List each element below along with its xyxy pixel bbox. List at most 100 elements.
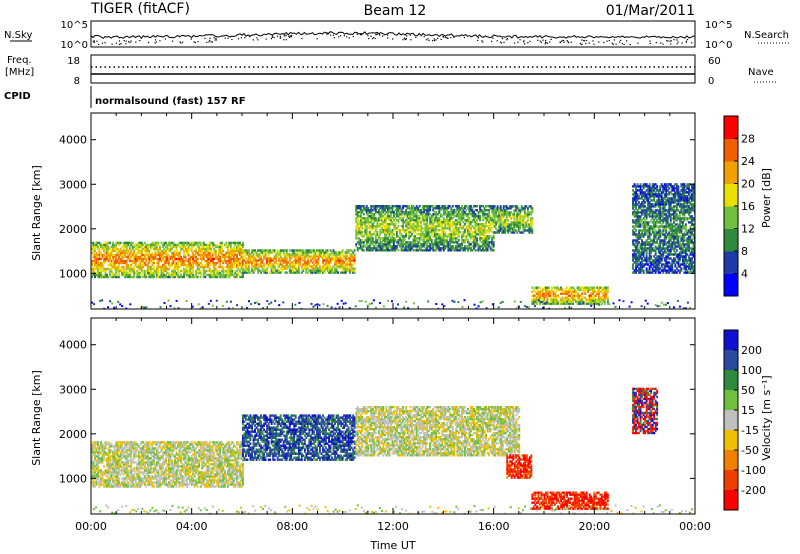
heatmap-cell-0 <box>130 243 133 247</box>
heatmap-cell-2 <box>380 221 383 224</box>
heatmap-cell-2 <box>420 249 423 252</box>
heatmap-cell-2 <box>365 239 368 242</box>
heatmap-cell-2 <box>405 249 407 252</box>
heatmap-cell-5 <box>650 225 653 228</box>
heatmap-cell-0 <box>181 263 184 267</box>
heatmap-cell-0 <box>196 245 199 249</box>
heatmap-cell-0 <box>103 275 105 279</box>
heatmap-cell-2 <box>415 249 418 252</box>
heatmap-cell-5 <box>653 265 656 268</box>
heatmap-cell-1 <box>338 265 341 268</box>
heatmap-cell-3 <box>495 227 498 230</box>
heatmap-cell-2 <box>403 247 406 250</box>
heatmap-cell-5 <box>639 217 642 220</box>
nave-label: Nave <box>748 67 774 78</box>
heatmap-cell-2 <box>356 211 359 214</box>
heatmap-cell-1 <box>300 271 303 274</box>
heatmap-cell-5 <box>636 249 639 252</box>
heatmap-cell-1 <box>255 267 258 270</box>
heatmap-cell-0 <box>152 243 155 247</box>
heatmap-cell-5 <box>636 263 639 266</box>
heatmap-cell-4 <box>597 286 600 289</box>
heatmap-cell-0 <box>151 255 154 259</box>
heatmap-cell-4 <box>531 300 534 303</box>
heatmap-cell-1 <box>335 261 338 264</box>
heatmap-cell-4 <box>591 286 594 289</box>
heatmap-cell-1 <box>320 267 323 270</box>
heatmap-cell-2 <box>427 249 430 252</box>
heatmap-cell-2 <box>445 215 448 218</box>
heatmap-cell-2 <box>454 231 457 234</box>
heatmap-cell-0 <box>236 269 238 273</box>
heatmap-cell-3 <box>502 215 505 218</box>
heatmap-cell-0 <box>223 243 226 247</box>
heatmap-cell-0 <box>148 243 151 247</box>
heatmap-cell-2 <box>393 219 395 222</box>
heatmap-cell-0 <box>216 269 219 273</box>
heatmap-cell-2 <box>421 215 424 218</box>
heatmap-cell-0 <box>149 273 152 277</box>
heatmap-cell-2 <box>447 249 450 252</box>
heatmap-cell-0 <box>157 265 160 269</box>
heatmap-cell-0 <box>118 257 121 261</box>
heatmap-cell-2 <box>376 249 379 252</box>
heatmap-cell-0 <box>207 261 210 265</box>
nsearch-point <box>427 38 429 40</box>
heatmap-cell-2 <box>411 217 413 220</box>
heatmap-cell-5 <box>660 207 663 210</box>
heatmap-cell-2 <box>464 239 466 242</box>
heatmap-cell-2 <box>474 243 477 246</box>
heatmap-cell-4 <box>543 288 546 291</box>
heatmap-cell-2 <box>479 217 481 220</box>
heatmap-cell-5 <box>653 261 656 264</box>
heatmap-cell-0 <box>103 247 105 251</box>
heatmap-cell-2 <box>467 231 469 234</box>
heatmap-cell-2 <box>383 225 386 228</box>
heatmap-cell-0 <box>131 251 134 255</box>
heatmap-cell-2 <box>403 211 406 214</box>
heatmap-cell-0 <box>190 241 193 245</box>
heatmap-cell-2 <box>486 213 489 216</box>
heatmap-cell-5 <box>650 191 653 194</box>
heatmap-cell-4 <box>590 298 593 301</box>
heatmap-cell-1 <box>270 259 273 262</box>
heatmap-cell-0 <box>231 263 234 267</box>
heatmap-cell-5 <box>633 231 636 234</box>
nsearch-point <box>139 40 141 42</box>
heatmap-cell-0 <box>128 251 131 255</box>
heatmap-cell-2 <box>385 215 388 218</box>
heatmap-cell-2 <box>385 241 388 244</box>
heatmap-cell-5 <box>660 215 663 218</box>
heatmap-cell-1 <box>338 259 341 262</box>
heatmap-cell-0 <box>146 271 149 275</box>
heatmap-cell-2 <box>488 229 490 232</box>
heatmap-cell-0 <box>157 257 160 261</box>
heatmap-cell-2 <box>362 249 365 252</box>
heatmap-cell-2 <box>486 205 489 208</box>
heatmap-cell-2 <box>424 249 427 252</box>
heatmap-cell-1 <box>257 263 259 266</box>
heatmap-cell-0 <box>187 245 190 249</box>
heatmap-cell-2 <box>429 213 432 216</box>
heatmap-cell-0 <box>199 275 202 279</box>
heatmap-cell-5 <box>645 271 648 274</box>
nsearch-point <box>626 40 628 42</box>
heatmap-cell-1 <box>296 249 299 252</box>
heatmap-cell-2 <box>474 225 477 228</box>
heatmap-cell-5 <box>644 223 647 226</box>
heatmap-cell-1 <box>252 269 255 272</box>
heatmap-cell-0 <box>240 265 243 269</box>
heatmap-cell-1 <box>311 265 314 268</box>
heatmap-cell-2 <box>492 249 495 252</box>
heatmap-cell-5 <box>654 229 657 232</box>
heatmap-cell-2 <box>453 211 456 214</box>
nsearch-point <box>379 34 381 36</box>
heatmap-cell-0 <box>236 255 238 259</box>
heatmap-cell-2 <box>385 245 388 248</box>
heatmap-cell-2 <box>464 219 466 222</box>
heatmap-cell-2 <box>447 221 450 224</box>
heatmap-cell-5 <box>642 213 645 216</box>
heatmap-cell-4 <box>563 302 565 305</box>
nsearch-point <box>227 37 229 39</box>
heatmap-cell-1 <box>293 255 296 258</box>
